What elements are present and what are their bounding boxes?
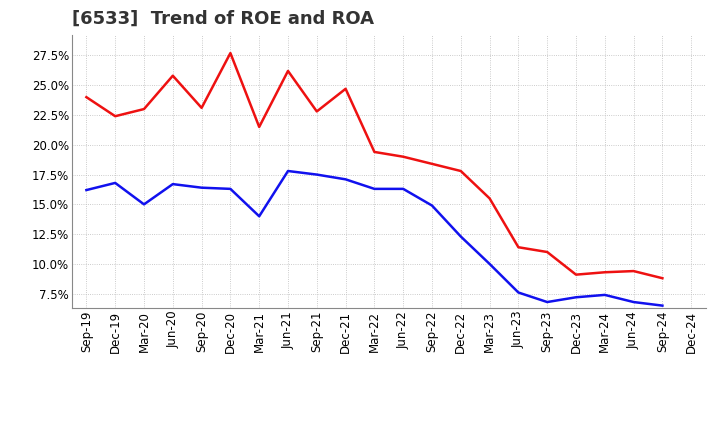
ROA bbox=[312, 172, 321, 177]
ROE bbox=[312, 109, 321, 114]
ROE bbox=[226, 51, 235, 56]
ROA bbox=[572, 295, 580, 300]
ROE bbox=[456, 169, 465, 174]
ROE bbox=[399, 154, 408, 159]
ROE bbox=[168, 73, 177, 78]
ROA bbox=[82, 187, 91, 193]
ROA bbox=[197, 185, 206, 191]
ROA bbox=[226, 186, 235, 191]
ROE bbox=[514, 245, 523, 250]
ROA bbox=[111, 180, 120, 186]
ROA bbox=[341, 177, 350, 182]
ROE bbox=[658, 275, 667, 281]
Line: ROE: ROE bbox=[86, 53, 662, 278]
ROA bbox=[600, 292, 609, 297]
Text: [6533]  Trend of ROE and ROA: [6533] Trend of ROE and ROA bbox=[72, 10, 374, 28]
ROA bbox=[629, 299, 638, 304]
ROA bbox=[284, 169, 292, 174]
ROE bbox=[600, 270, 609, 275]
ROE bbox=[255, 124, 264, 129]
ROA bbox=[658, 303, 667, 308]
ROA bbox=[168, 181, 177, 187]
ROE bbox=[82, 95, 91, 100]
ROE bbox=[341, 86, 350, 92]
ROE bbox=[485, 196, 494, 201]
ROE bbox=[284, 68, 292, 73]
ROE bbox=[197, 105, 206, 110]
ROE bbox=[572, 272, 580, 277]
Line: ROA: ROA bbox=[86, 171, 662, 306]
ROA bbox=[485, 261, 494, 267]
ROE bbox=[629, 268, 638, 274]
ROE bbox=[111, 114, 120, 119]
ROE bbox=[140, 106, 148, 112]
ROA bbox=[514, 290, 523, 295]
ROA bbox=[140, 202, 148, 207]
ROA bbox=[456, 234, 465, 239]
ROA bbox=[543, 299, 552, 304]
ROA bbox=[428, 203, 436, 208]
ROA bbox=[399, 186, 408, 191]
ROE bbox=[543, 249, 552, 255]
ROE bbox=[370, 149, 379, 154]
ROA bbox=[370, 186, 379, 191]
ROA bbox=[255, 214, 264, 219]
ROE bbox=[428, 161, 436, 166]
